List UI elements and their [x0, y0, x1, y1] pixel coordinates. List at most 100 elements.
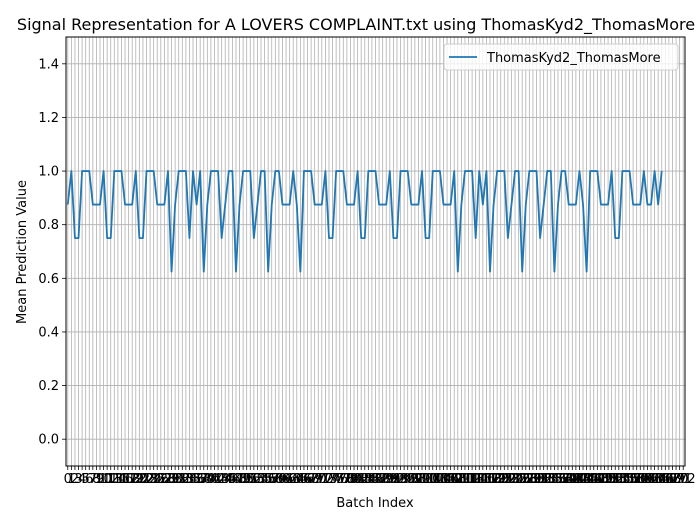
x-tick-label: 29	[163, 472, 180, 487]
x-tick-label: 66	[296, 472, 313, 487]
x-tick-label: 79	[342, 472, 359, 487]
x-tick-label: 104	[427, 472, 452, 487]
y-tick-label: 1.2	[38, 111, 59, 126]
x-tick-label: 139	[553, 472, 578, 487]
series-line-0	[66, 170, 663, 273]
x-tick-label: 147	[581, 472, 606, 487]
x-tick-label: 96	[403, 472, 420, 487]
x-tick-label: 95	[399, 472, 416, 487]
x-tick-label: 131	[524, 472, 549, 487]
x-tick-label: 75	[328, 472, 345, 487]
y-tick-label: 1.0	[38, 165, 59, 180]
x-tick-label: 10	[95, 472, 112, 487]
x-tick-label: 169	[660, 472, 685, 487]
x-tick-label: 22	[138, 472, 155, 487]
x-tick-label: 47	[228, 472, 245, 487]
x-tick-label: 85	[364, 472, 381, 487]
x-tick-label: 92	[389, 472, 406, 487]
x-tick-label: 150	[592, 472, 617, 487]
x-tick-label: 99	[414, 472, 431, 487]
x-tick-label: 5	[82, 472, 90, 487]
x-tick-label: 98	[410, 472, 427, 487]
x-tick-label: 86	[367, 472, 384, 487]
y-axis-ticks: 0.0 0.2 0.4 0.6 0.8 1.0 1.2 1.4	[38, 57, 66, 448]
y-tick-label: 0.8	[38, 218, 59, 233]
x-tick-label: 76	[331, 472, 348, 487]
x-tick-label: 124	[499, 472, 524, 487]
x-tick-label: 144	[571, 472, 596, 487]
x-tick-label: 65	[292, 472, 309, 487]
x-tick-label: 87	[371, 472, 388, 487]
x-tick-label: 121	[488, 472, 513, 487]
x-tick-label: 52	[246, 472, 263, 487]
x-tick-label: 143	[567, 472, 592, 487]
x-tick-label: 94	[396, 472, 413, 487]
x-tick-label: 46	[224, 472, 241, 487]
x-tick-label: 69	[306, 472, 323, 487]
x-tick-label: 118	[478, 472, 503, 487]
x-tick-label: 151	[596, 472, 621, 487]
x-tick-label: 15	[113, 472, 130, 487]
x-tick-label: 30	[167, 472, 184, 487]
x-tick-label: 116	[470, 472, 495, 487]
x-tick-label: 72	[317, 472, 334, 487]
x-tick-label: 36	[188, 472, 205, 487]
x-tick-label: 167	[653, 472, 678, 487]
x-tick-label: 28	[160, 472, 177, 487]
x-tick-label: 59	[271, 472, 288, 487]
x-tick-label: 146	[578, 472, 603, 487]
x-tick-label: 162	[635, 472, 660, 487]
x-tick-label: 156	[614, 472, 639, 487]
x-tick-label: 44	[217, 472, 234, 487]
x-tick-label: 83	[356, 472, 373, 487]
x-tick-label: 57	[263, 472, 280, 487]
y-tick-label: 0.6	[38, 272, 59, 287]
x-tick-label: 88	[374, 472, 391, 487]
x-tick-label: 161	[631, 472, 656, 487]
x-tick-label: 33	[178, 472, 195, 487]
x-tick-label: 141	[560, 472, 585, 487]
x-tick-label: 1	[67, 472, 75, 487]
x-tick-label: 172	[671, 472, 696, 487]
x-tick-label: 60	[274, 472, 291, 487]
x-tick-label: 106	[435, 472, 460, 487]
x-tick-label: 40	[203, 472, 220, 487]
x-tick-label: 48	[231, 472, 248, 487]
x-tick-label: 42	[210, 472, 227, 487]
x-tick-label: 12	[102, 472, 119, 487]
x-axis-ticks: 0123456789101112131415161718192021222324…	[64, 466, 696, 487]
x-tick-label: 154	[606, 472, 631, 487]
x-tick-label: 43	[213, 472, 230, 487]
x-tick-label: 58	[267, 472, 284, 487]
x-tick-label: 122	[492, 472, 517, 487]
x-tick-label: 171	[667, 472, 692, 487]
x-tick-label: 8	[92, 472, 100, 487]
x-tick-label: 27	[156, 472, 173, 487]
x-tick-label: 107	[438, 472, 463, 487]
x-tick-label: 54	[253, 472, 270, 487]
x-tick-label: 91	[385, 472, 402, 487]
x-tick-label: 35	[185, 472, 202, 487]
x-tick-label: 153	[603, 472, 628, 487]
x-tick-label: 132	[528, 472, 553, 487]
x-tick-label: 74	[324, 472, 341, 487]
x-tick-label: 127	[510, 472, 535, 487]
x-tick-label: 112	[456, 472, 481, 487]
x-tick-label: 32	[174, 472, 191, 487]
x-tick-label: 67	[299, 472, 316, 487]
x-tick-label: 158	[621, 472, 646, 487]
x-tick-label: 14	[110, 472, 127, 487]
x-tick-label: 111	[453, 472, 478, 487]
x-tick-label: 82	[353, 472, 370, 487]
x-tick-label: 101	[417, 472, 442, 487]
x-tick-label: 138	[549, 472, 574, 487]
y-axis-label: Mean Prediction Value	[15, 180, 30, 324]
x-tick-label: 17	[120, 472, 137, 487]
x-tick-label: 68	[303, 472, 320, 487]
x-tick-label: 164	[642, 472, 667, 487]
x-tick-label: 70	[310, 472, 327, 487]
x-tick-label: 45	[221, 472, 238, 487]
x-tick-label: 140	[556, 472, 581, 487]
x-tick-label: 19	[127, 472, 144, 487]
x-tick-label: 105	[431, 472, 456, 487]
